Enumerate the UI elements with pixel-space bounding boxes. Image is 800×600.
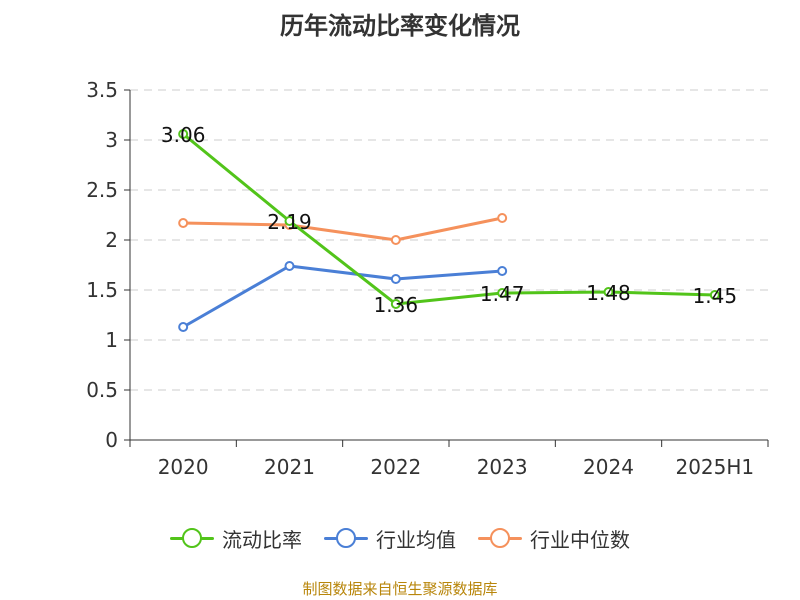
data-label: 2.19 [267,210,312,234]
data-label: 1.45 [693,284,738,308]
x-tick-label: 2021 [264,455,315,479]
y-tick-label: 1 [105,328,118,352]
data-point [497,266,508,276]
data-point [390,235,401,245]
series-line [182,132,715,306]
data-label: 1.48 [586,281,631,305]
legend-item-current-ratio[interactable]: 流动比率 [170,524,302,553]
data-point [178,322,189,332]
legend-label: 流动比率 [222,527,302,552]
data-label: 1.36 [374,293,419,317]
series-line [183,216,503,242]
label-layer: 3.06 2.19 1.36 1.47 1.48 1.45 [161,123,737,317]
data-point [709,290,720,300]
series-layer [178,129,720,332]
legend-label: 行业均值 [376,527,456,552]
axis-layer: 0 0.5 1 1.5 2 2.5 3 3.5 2020 2021 2022 2023 2024 2025… [86,78,769,479]
legend-swatch-icon [324,528,368,548]
data-point [178,218,189,228]
y-tick-label: 0 [105,428,118,452]
data-point [390,299,401,309]
x-tick-label: 2025H1 [675,455,754,479]
data-point [284,261,295,271]
data-label: 3.06 [161,123,206,147]
data-point [284,216,295,226]
data-point [497,288,508,298]
y-tick-label: 2 [105,228,118,252]
y-tick-label: 3.5 [86,78,118,102]
legend-label: 行业中位数 [530,527,630,552]
legend-swatch-icon [170,528,214,548]
y-tick-label: 2.5 [86,178,118,202]
data-point [497,213,508,223]
series-line [182,264,503,329]
legend-swatch-icon [478,528,522,548]
legend: 流动比率 行业均值 行业中位数 [0,520,800,556]
data-label: 1.47 [480,282,525,306]
y-tick-label: 0.5 [86,378,118,402]
grid-layer [130,89,768,391]
x-tick-label: 2023 [477,455,528,479]
data-point [178,129,189,139]
data-point [390,274,401,284]
legend-item-industry-median[interactable]: 行业中位数 [478,524,630,553]
chart-title: 历年流动比率变化情况 [280,12,520,40]
y-tick-label: 1.5 [86,278,118,302]
data-point [603,287,614,297]
legend-item-industry-mean[interactable]: 行业均值 [324,524,456,553]
x-tick-label: 2020 [158,455,209,479]
y-tick-label: 3 [105,128,118,152]
x-tick-label: 2024 [583,455,634,479]
source-note: 制图数据来自恒生聚源数据库 [302,580,498,598]
x-tick-label: 2022 [370,455,421,479]
